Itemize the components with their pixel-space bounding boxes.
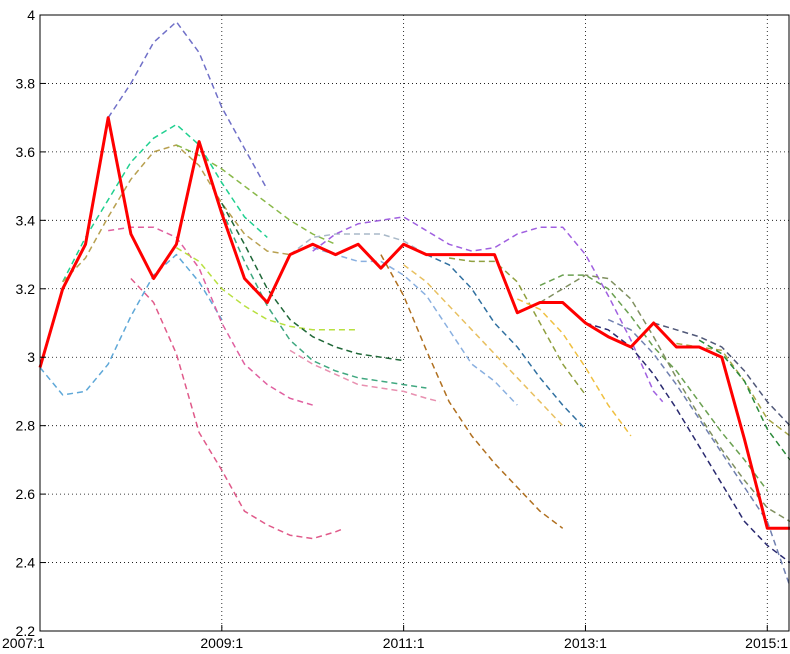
- forecast-series-line-5: [39, 253, 223, 396]
- forecast-series-line-6: [130, 277, 345, 540]
- forecast-series-line-7: [108, 226, 313, 406]
- forecast-series-line-2: [62, 123, 268, 283]
- y-tick-label: 3.8: [16, 75, 36, 91]
- y-tick-label: 2.4: [16, 555, 36, 571]
- forecast-series-line-23: [607, 318, 790, 587]
- forecast-series-line-19: [516, 298, 632, 437]
- x-tick-label: 2007:1: [2, 635, 45, 651]
- actual-series-line: [38, 116, 790, 530]
- forecast-series-line-24: [653, 322, 790, 427]
- forecast-series-line-14: [312, 216, 664, 403]
- y-tick-label: 2.6: [16, 486, 36, 502]
- forecast-series-line-4: [176, 144, 336, 245]
- y-tick-label: 3: [27, 349, 35, 365]
- forecast-series-line-25: [676, 342, 790, 437]
- forecast-series-line-21: [539, 274, 790, 523]
- forecast-series-line-22: [585, 322, 790, 564]
- forecast-series-line-10: [221, 202, 404, 362]
- forecast-series-line-11: [289, 349, 441, 403]
- forecast-series-line-9: [221, 209, 427, 389]
- forecast-series-line-13: [312, 246, 518, 406]
- forecast-series-line-16: [403, 264, 564, 427]
- forecast-series-line-3: [62, 144, 291, 283]
- x-tick-label: 2011:1: [383, 635, 425, 651]
- forecast-series-line-12: [289, 233, 427, 256]
- axis-ticks: 2.2 2.4 2.6 2.8 3 3.2 3.4 3.6 3.8 4 2007:1 2009:1 20…: [2, 7, 788, 651]
- x-tick-label: 2013:1: [564, 635, 607, 651]
- y-tick-label: 4: [27, 7, 35, 23]
- forecast-series-line-1: [107, 21, 268, 190]
- y-tick-label: 2.2: [16, 623, 36, 639]
- forecast-series-line-8: [176, 247, 359, 331]
- grid-lines: [40, 15, 790, 631]
- series-lines: [38, 21, 790, 587]
- forecast-series-line-26: [698, 339, 790, 461]
- forecast-series-line-15: [380, 254, 564, 529]
- x-tick-label: 2009:1: [200, 635, 243, 651]
- forecast-series-line-17: [426, 253, 587, 430]
- forecast-series-line-18: [448, 257, 587, 396]
- forecast-series-line-20: [539, 274, 768, 492]
- y-tick-label: 3.4: [16, 212, 36, 228]
- y-tick-label: 3.6: [16, 144, 36, 160]
- plot-frame: [39, 14, 790, 632]
- y-tick-label: 3.2: [16, 281, 36, 297]
- x-tick-label: 2015:1: [745, 635, 788, 651]
- y-tick-label: 2.8: [16, 418, 36, 434]
